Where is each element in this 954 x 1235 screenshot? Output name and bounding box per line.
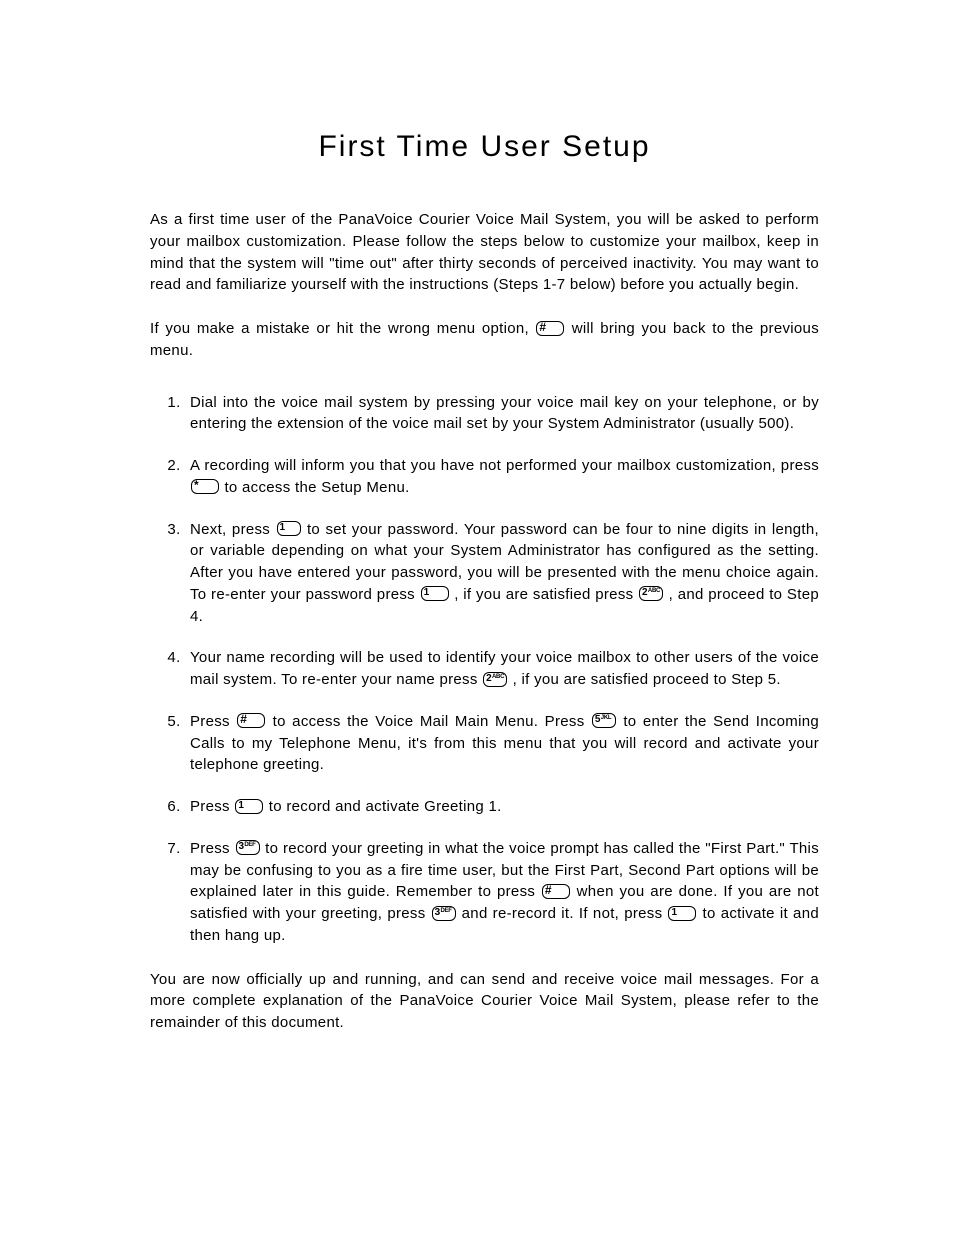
step-6: Press 1 to record and activate Greeting …	[185, 796, 819, 818]
one-key-icon: 1	[235, 799, 263, 814]
one-key-icon: 1	[277, 521, 301, 536]
two-key-icon: 2ABC	[639, 586, 663, 601]
document-page: First Time User Setup As a first time us…	[0, 0, 954, 1235]
intro-paragraph-2: If you make a mistake or hit the wrong m…	[150, 318, 819, 362]
text: A recording will inform you that you hav…	[190, 457, 819, 474]
one-key-icon: 1	[668, 906, 696, 921]
text: , if you are satisfied press	[450, 586, 638, 603]
steps-list: Dial into the voice mail system by press…	[150, 392, 819, 947]
step-4: Your name recording will be used to iden…	[185, 647, 819, 691]
step-5: Press # to access the Voice Mail Main Me…	[185, 711, 819, 776]
text: Press	[190, 713, 236, 730]
text: Press	[190, 798, 234, 815]
pound-key-icon: #	[536, 321, 564, 336]
outro-paragraph: You are now officially up and running, a…	[150, 969, 819, 1034]
intro-paragraph-1: As a first time user of the PanaVoice Co…	[150, 209, 819, 296]
one-key-icon: 1	[421, 586, 449, 601]
step-3: Next, press 1 to set your password. Your…	[185, 519, 819, 628]
pound-key-icon: #	[237, 713, 265, 728]
three-key-icon: 3DEF	[236, 840, 260, 855]
pound-key-icon: #	[542, 884, 570, 899]
step-1: Dial into the voice mail system by press…	[185, 392, 819, 436]
text: to access the Setup Menu.	[220, 479, 410, 496]
five-key-icon: 5JKL	[592, 713, 616, 728]
star-key-icon: *	[191, 479, 219, 494]
text: Next, press	[190, 521, 276, 538]
two-key-icon: 2ABC	[483, 672, 507, 687]
text: to access the Voice Mail Main Menu. Pres…	[266, 713, 591, 730]
page-title: First Time User Setup	[150, 130, 819, 164]
three-key-icon: 3DEF	[432, 906, 456, 921]
text: , if you are satisfied proceed to Step 5…	[508, 671, 781, 688]
step-2: A recording will inform you that you hav…	[185, 455, 819, 499]
step-7: Press 3DEF to record your greeting in wh…	[185, 838, 819, 947]
text: to record and activate Greeting 1.	[264, 798, 501, 815]
text: and re-record it. If not, press	[457, 905, 668, 922]
text: If you make a mistake or hit the wrong m…	[150, 320, 535, 337]
text: Press	[190, 840, 235, 857]
